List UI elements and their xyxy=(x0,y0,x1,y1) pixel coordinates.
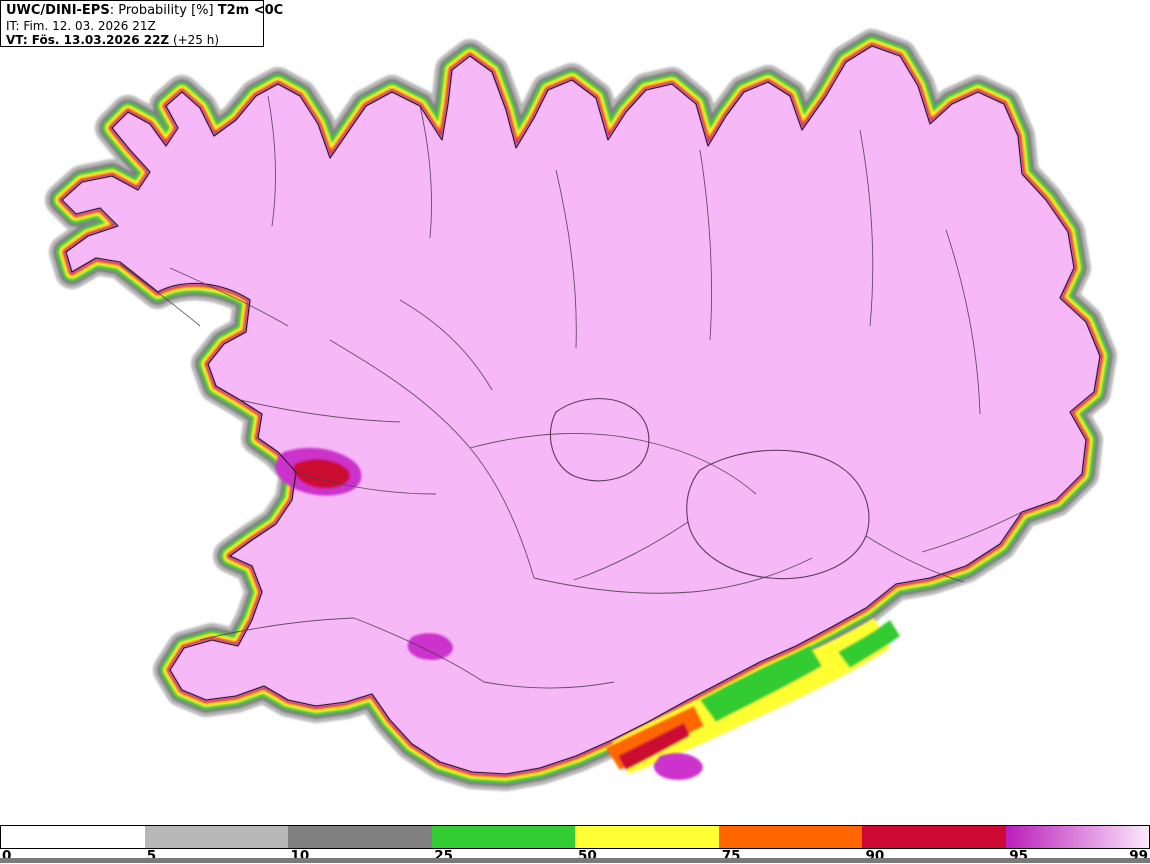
colorbar-segment-0-5 xyxy=(1,826,145,848)
patch-90-95-south xyxy=(618,723,690,770)
colorbar-tick-5: 5 xyxy=(146,848,157,864)
colorbar-tick-0: 0 xyxy=(2,848,12,864)
init-time-label: IT: Fim. 12. 03. 2026 21Z xyxy=(6,18,156,33)
colorbar-segment-90-95 xyxy=(862,826,1006,848)
lead-time-label: (+25 h) xyxy=(169,33,220,48)
patch-90-95-inland xyxy=(293,459,351,489)
colorbar-legend: 0 5 10 25 50 75 90 95 99 xyxy=(0,820,1150,863)
colorbar-segment-5-10 xyxy=(144,826,288,848)
internal-boundaries xyxy=(119,95,1023,689)
inland-patches xyxy=(275,447,703,780)
title-box: UWC/DINI-EPS: Probability [%] T2m <0C IT… xyxy=(0,0,283,48)
colorbar-segment-75-90 xyxy=(718,826,862,848)
colorbar-segment-25-50 xyxy=(431,826,575,848)
colorbar-segment-10-25 xyxy=(288,826,432,848)
colorbar-segment-95-99 xyxy=(1005,826,1149,848)
product-label: : Probability [%] xyxy=(109,3,218,18)
valid-time-label: VT: Fös. 13.03.2026 22Z xyxy=(6,33,170,48)
bottom-rule xyxy=(0,858,1150,863)
patch-25-50-southeast xyxy=(838,620,900,668)
variable-label: T2m <0C xyxy=(217,3,284,18)
patch-95-99-inland-2 xyxy=(407,633,453,660)
south-coast-patches xyxy=(606,618,900,774)
title-line-valid: VT: Fös. 13.03.2026 22Z (+25 h) xyxy=(6,33,259,48)
model-name: UWC/DINI-EPS xyxy=(6,3,110,18)
title-line-product: UWC/DINI-EPS: Probability [%] T2m <0C xyxy=(6,3,283,19)
patch-25-50-south xyxy=(700,646,822,722)
patch-95-99-inland-3 xyxy=(653,753,703,780)
colorbar-segment-50-75 xyxy=(575,826,719,848)
iceland-probability-map xyxy=(45,29,1117,791)
colorbar-strip xyxy=(0,825,1150,849)
weather-map: UWC/DINI-EPS: Probability [%] T2m <0C IT… xyxy=(0,0,1117,791)
